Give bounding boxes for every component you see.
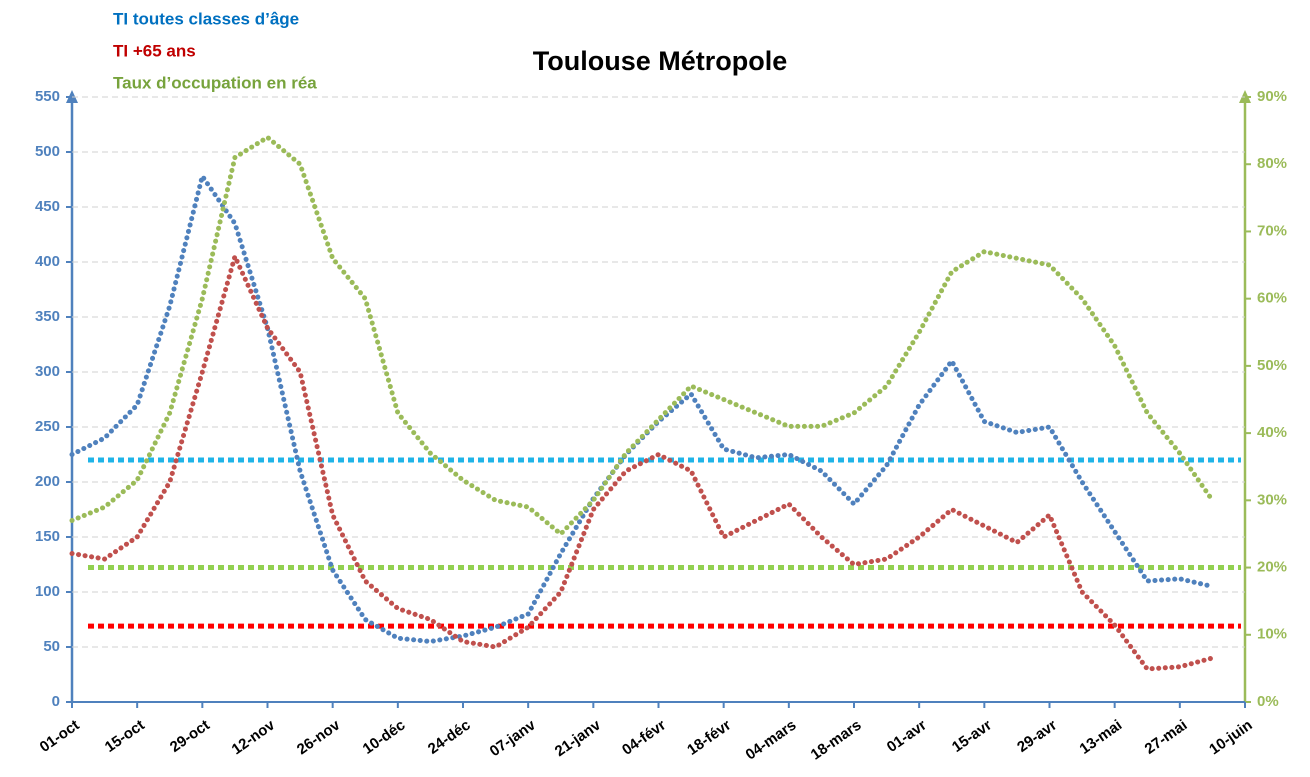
x-tick-label: 29-avr	[1014, 717, 1060, 756]
y2-tick-label: 40%	[1257, 424, 1287, 441]
y-tick-label: 200	[35, 473, 60, 490]
y-tick-label: 0	[52, 693, 60, 710]
y2-tick-label: 0%	[1257, 693, 1279, 710]
y-tick-label: 350	[35, 308, 60, 325]
y-tick-label: 150	[35, 528, 60, 545]
x-tick-label: 12-nov	[229, 716, 279, 758]
x-tick-label: 07-janv	[487, 716, 540, 760]
x-tick-label: 15-avr	[949, 717, 995, 756]
x-tick-label: 18-mars	[808, 717, 865, 764]
y2-tick-label: 70%	[1257, 222, 1287, 239]
x-tick-label: 01-avr	[884, 717, 930, 756]
y-tick-label: 550	[35, 88, 60, 105]
x-tick-label: 27-mai	[1142, 717, 1191, 758]
x-tick-label: 01-oct	[37, 717, 83, 756]
x-tick-label: 04-mars	[743, 717, 800, 764]
y-tick-label: 400	[35, 253, 60, 270]
x-tick-label: 10-juin	[1206, 717, 1255, 759]
y2-tick-label: 10%	[1257, 626, 1287, 643]
y-tick-label: 500	[35, 143, 60, 160]
y2-tick-label: 60%	[1257, 290, 1287, 307]
x-tick-label: 18-févr	[684, 717, 734, 759]
data-line	[69, 170, 1215, 645]
y-tick-label: 250	[35, 418, 60, 435]
x-tick-label: 04-févr	[619, 717, 669, 759]
x-tick-label: 26-nov	[294, 716, 344, 758]
legend-entry: TI toutes classes d’âge	[113, 9, 299, 28]
y2-tick-label: 50%	[1257, 357, 1287, 374]
chart-title: Toulouse Métropole	[533, 46, 788, 76]
x-tick-label: 29-oct	[167, 717, 213, 756]
x-tick-label: 10-déc	[360, 717, 409, 758]
x-tick-label: 13-mai	[1077, 717, 1126, 758]
y2-tick-label: 30%	[1257, 491, 1287, 508]
legend-entry: TI +65 ans	[113, 41, 196, 60]
y2-tick-label: 20%	[1257, 559, 1287, 576]
y2-tick-label: 80%	[1257, 155, 1287, 172]
y-tick-label: 100	[35, 583, 60, 600]
x-tick-label: 21-janv	[552, 716, 605, 760]
data-line	[69, 249, 1215, 672]
y-tick-label: 300	[35, 363, 60, 380]
x-tick-label: 24-déc	[425, 717, 474, 758]
x-tick-label: 15-oct	[102, 717, 148, 756]
data-line	[69, 134, 1215, 538]
y2-tick-label: 90%	[1257, 88, 1287, 105]
y-tick-label: 50	[43, 638, 60, 655]
y-tick-label: 450	[35, 198, 60, 215]
legend-entry: Taux d’occupation en réa	[113, 73, 317, 92]
